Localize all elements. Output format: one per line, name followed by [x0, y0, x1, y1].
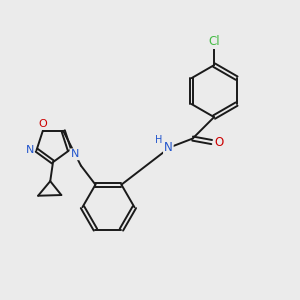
Text: O: O [38, 119, 47, 129]
Text: O: O [214, 136, 223, 148]
Text: Cl: Cl [208, 35, 220, 48]
Text: N: N [164, 141, 173, 154]
Text: H: H [155, 135, 163, 145]
Text: N: N [70, 149, 79, 159]
Text: N: N [26, 145, 34, 155]
